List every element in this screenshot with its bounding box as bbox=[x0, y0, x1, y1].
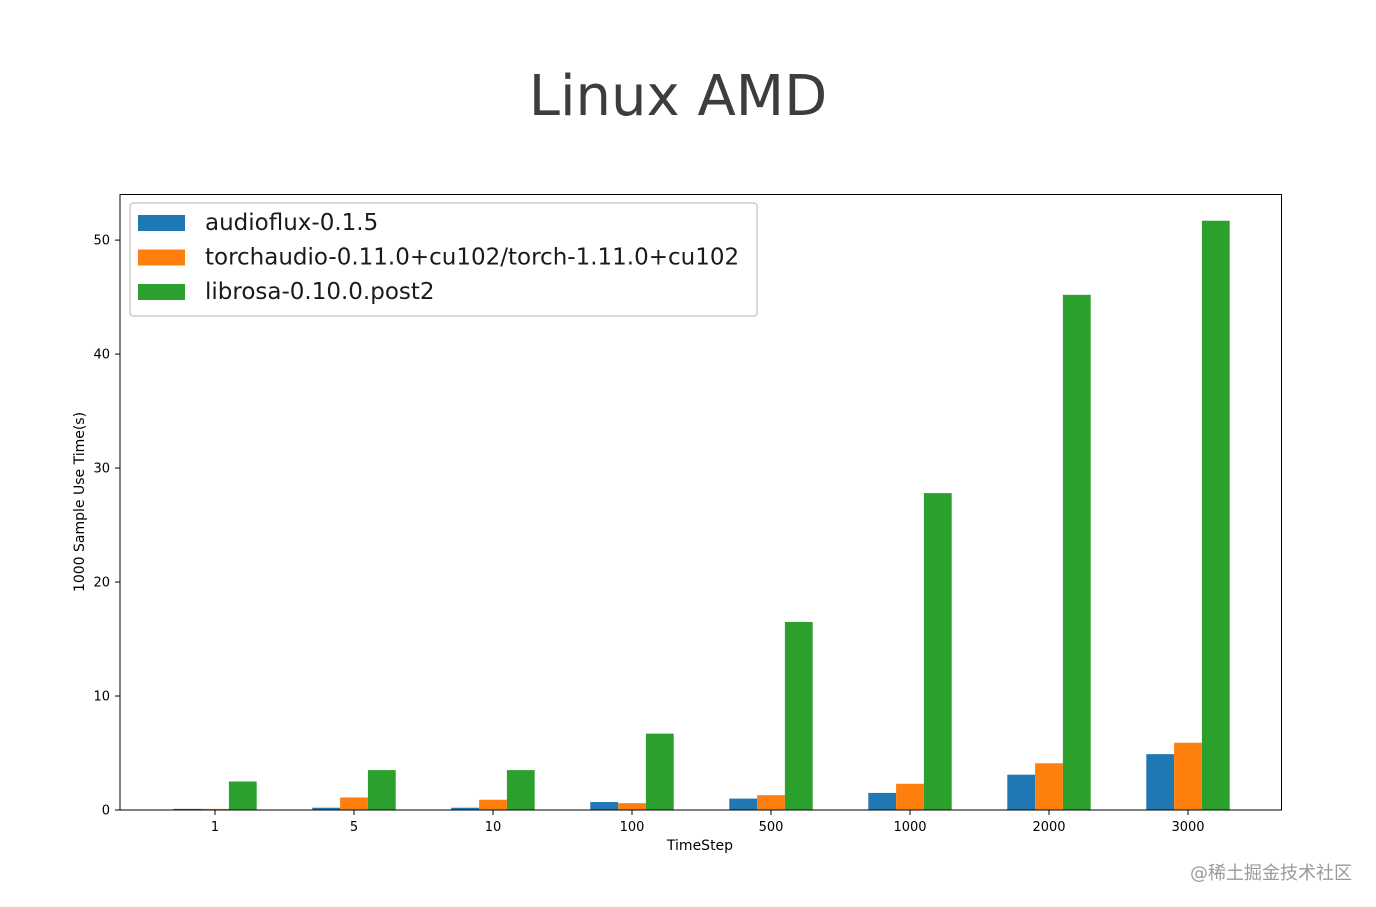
legend-swatch bbox=[138, 249, 185, 266]
bar bbox=[1035, 763, 1063, 810]
x-tick-label: 3000 bbox=[1171, 820, 1204, 835]
legend-label: librosa-0.10.0.post2 bbox=[205, 279, 435, 305]
y-tick-label: 10 bbox=[93, 690, 110, 705]
bar bbox=[868, 792, 897, 810]
x-tick-label: 2000 bbox=[1032, 820, 1065, 835]
bar bbox=[506, 770, 535, 810]
bar bbox=[340, 797, 368, 810]
y-tick-label: 30 bbox=[93, 462, 110, 477]
bar bbox=[590, 802, 619, 810]
x-axis-label: TimeStep bbox=[666, 838, 733, 854]
bar bbox=[923, 493, 952, 810]
plot-frame bbox=[119, 194, 1282, 811]
x-tick-label: 500 bbox=[759, 820, 784, 835]
bar bbox=[312, 807, 341, 810]
bar bbox=[1062, 294, 1091, 810]
x-tick-label: 5 bbox=[350, 820, 358, 835]
bar bbox=[784, 621, 813, 810]
watermark: @稀土掘金技术社区 bbox=[1190, 863, 1352, 884]
bar bbox=[367, 770, 396, 810]
y-axis-label: 1000 Sample Use Time(s) bbox=[72, 412, 88, 592]
x-tick-label: 10 bbox=[485, 820, 502, 835]
bar bbox=[479, 799, 507, 810]
legend-label: audioflux-0.1.5 bbox=[205, 210, 378, 236]
legend-swatch bbox=[138, 215, 185, 231]
plot-area: 0 10 20 30 40 50 1 5 10 100 500 1000 2000 3000 bbox=[93, 220, 1230, 835]
y-tick-label: 50 bbox=[93, 234, 110, 249]
y-tick-label: 40 bbox=[93, 348, 110, 363]
x-tick-label: 1 bbox=[211, 820, 219, 835]
bar bbox=[1174, 742, 1202, 810]
chart-title: Linux AMD bbox=[529, 64, 827, 129]
legend: audioflux-0.1.5 torchaudio-0.11.0+cu102/t… bbox=[129, 202, 758, 317]
bar bbox=[1146, 754, 1175, 810]
bar bbox=[729, 798, 758, 810]
bar bbox=[1007, 774, 1036, 810]
legend-box bbox=[129, 202, 758, 317]
legend-label: torchaudio-0.11.0+cu102/torch-1.11.0+cu1… bbox=[205, 245, 739, 271]
x-tick-label: 100 bbox=[620, 820, 645, 835]
y-tick-label: 20 bbox=[93, 576, 110, 591]
bar bbox=[618, 803, 646, 810]
bar bbox=[645, 733, 674, 810]
bar bbox=[1201, 220, 1230, 810]
bar bbox=[896, 783, 924, 810]
legend-swatch bbox=[138, 284, 185, 300]
bar bbox=[173, 808, 202, 810]
x-tick-label: 1000 bbox=[893, 820, 926, 835]
bar bbox=[451, 807, 480, 810]
bar bbox=[757, 795, 785, 810]
bar bbox=[228, 781, 257, 810]
bar bbox=[201, 808, 229, 810]
y-tick-label: 0 bbox=[102, 804, 110, 819]
